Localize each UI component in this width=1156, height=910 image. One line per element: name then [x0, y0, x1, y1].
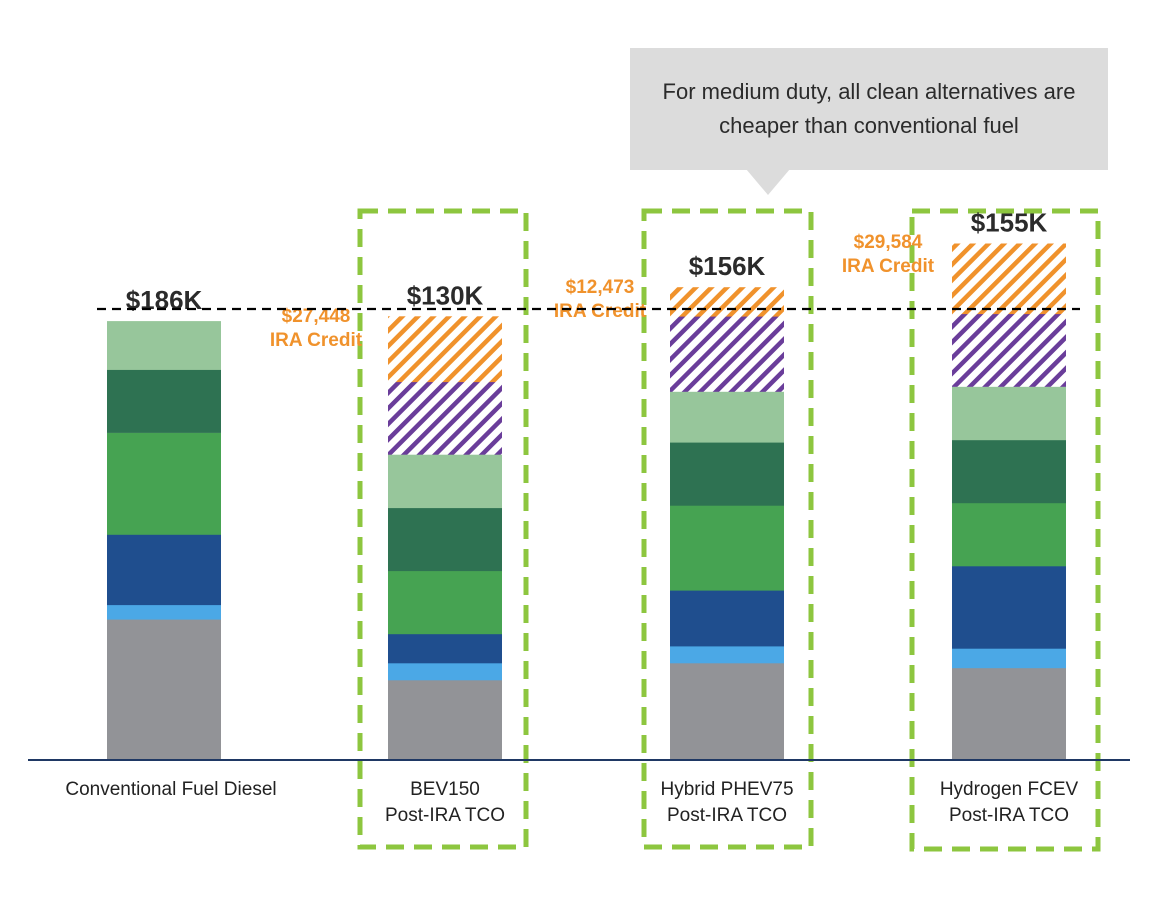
bar-segment	[952, 503, 1066, 567]
ira-credit-label: $12,473 IRA Credit	[554, 277, 647, 322]
bar-total-label: $130K	[407, 280, 484, 310]
annotation-callout: For medium duty, all clean alternatives …	[630, 48, 1108, 170]
bar-segment	[107, 369, 221, 433]
bar-total-label: $155K	[971, 208, 1048, 238]
highlight-box	[641, 208, 814, 850]
bar-segment	[952, 439, 1066, 504]
bar-segment	[388, 316, 502, 383]
bar-segment	[670, 442, 784, 506]
bar-segment	[670, 663, 784, 761]
bar-segment	[952, 648, 1066, 669]
highlight-box	[909, 208, 1101, 852]
bar-segment	[388, 381, 502, 455]
bar-segment	[952, 386, 1066, 441]
category-label: Hydrogen FCEV Post-IRA TCO	[940, 779, 1079, 826]
bar-segment	[388, 633, 502, 664]
bar-segment	[388, 663, 502, 681]
bar-segment	[670, 646, 784, 664]
bar-segment	[107, 321, 221, 370]
bar-segment	[670, 316, 784, 392]
bar-segment	[107, 534, 221, 606]
category-label: Conventional Fuel Diesel	[65, 779, 276, 800]
bar-segment	[670, 391, 784, 443]
bar-total-label: $186K	[126, 285, 203, 315]
bar-segment	[388, 507, 502, 572]
bar-total-label: $156K	[689, 251, 766, 281]
bar-segment	[670, 505, 784, 591]
bar-segment	[107, 604, 221, 620]
bar-segment	[670, 590, 784, 647]
bar-segment	[952, 566, 1066, 649]
bar-segment	[107, 432, 221, 535]
bar-segment	[952, 667, 1066, 761]
bar-segment	[952, 313, 1066, 387]
bar-segment	[107, 619, 221, 761]
bar-segment	[388, 454, 502, 509]
bar-segment	[952, 243, 1066, 315]
bar-segment	[670, 287, 784, 317]
highlight-box	[357, 208, 529, 850]
category-label: Hybrid PHEV75 Post-IRA TCO	[660, 779, 793, 826]
bar-segment	[388, 570, 502, 635]
bar-segment	[388, 680, 502, 761]
annotation-callout-tail	[746, 169, 790, 195]
ira-credit-label: $27,448 IRA Credit	[270, 306, 363, 351]
annotation-text: For medium duty, all clean alternatives …	[662, 79, 1076, 138]
category-label: BEV150 Post-IRA TCO	[385, 779, 505, 826]
ira-credit-label: $29,584 IRA Credit	[842, 232, 935, 277]
